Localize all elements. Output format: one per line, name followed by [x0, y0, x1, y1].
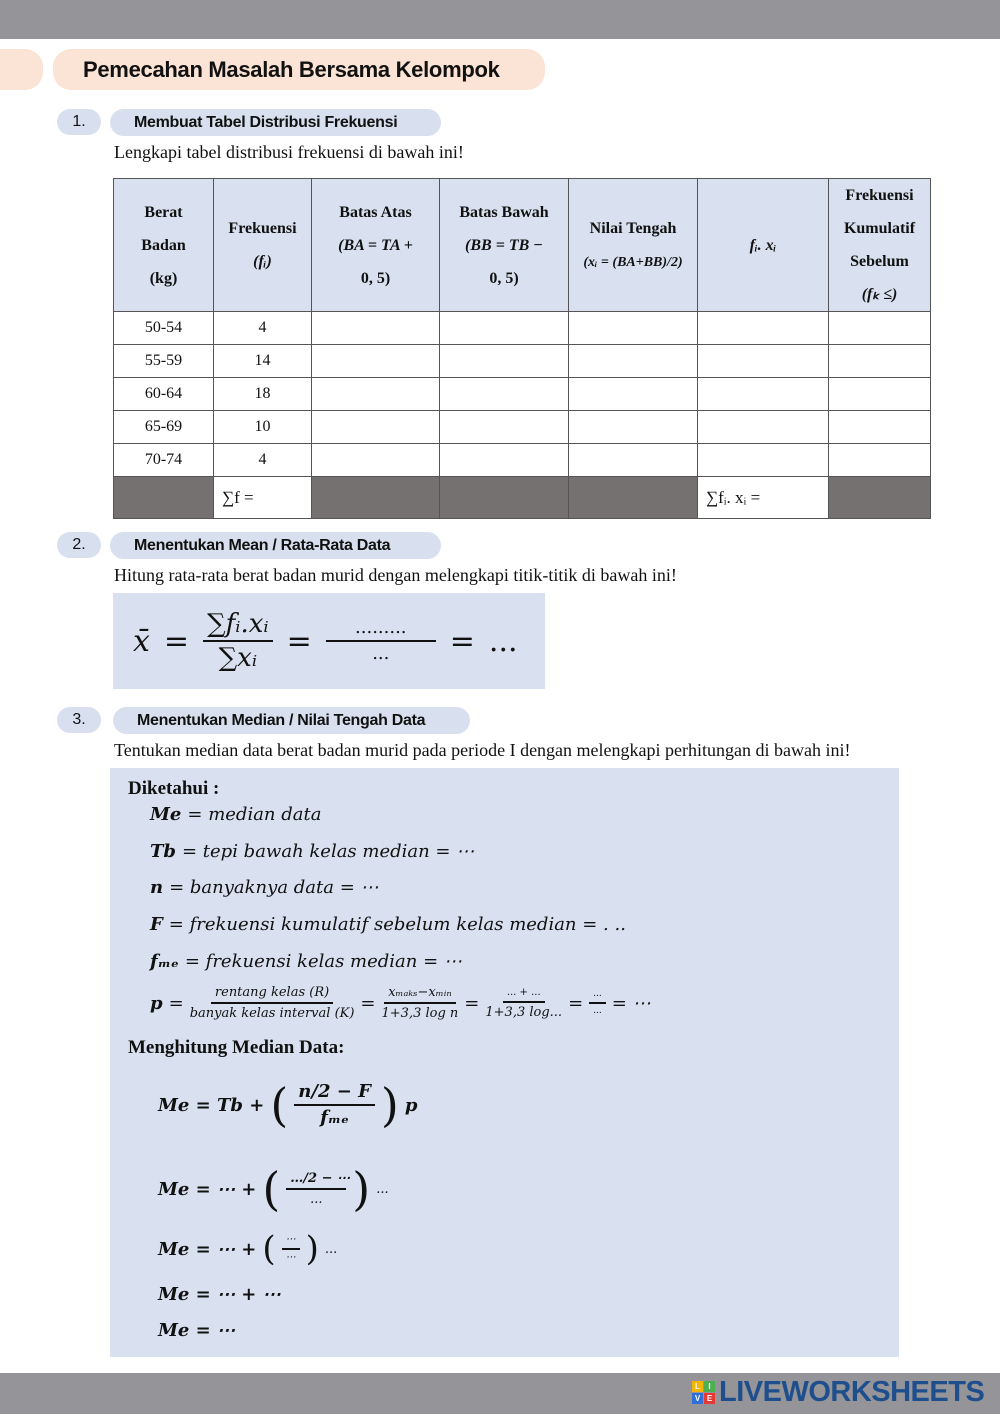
header-frekuensi-kumulatif: Frekuensi Kumulatif Sebelum (fₖ ≤) — [828, 178, 931, 312]
cell-interval: 70-74 — [113, 443, 214, 477]
cell-frequency: 10 — [213, 410, 312, 444]
sum-fx-cell[interactable]: ∑fᵢ. xᵢ = — [697, 476, 829, 519]
input-cell[interactable] — [697, 344, 829, 378]
input-cell[interactable] — [568, 410, 698, 444]
input-cell[interactable] — [828, 410, 931, 444]
title-tab-decoration — [0, 49, 43, 90]
sum-row: ∑f = ∑fᵢ. xᵢ = — [113, 476, 931, 519]
table-row: 55-59 14 — [113, 344, 931, 378]
input-cell[interactable] — [311, 443, 440, 477]
mean-fraction: ∑fᵢ.xᵢ ∑xᵢ — [203, 611, 273, 671]
section-3-instruction: Tentukan median data berat badan murid p… — [114, 740, 851, 760]
header-nilai-tengah: Nilai Tengah (xᵢ = (BA+BB)/2) — [568, 178, 698, 312]
shaded-cell — [113, 476, 214, 519]
known-n: n = banyaknya data = ⋯ — [150, 877, 379, 898]
input-cell[interactable] — [439, 344, 569, 378]
input-cell[interactable] — [828, 344, 931, 378]
median-step-2[interactable]: Me = ⋯ +(⋯ ⋯)... — [158, 1229, 338, 1269]
mean-blank-fraction[interactable]: ............ — [325, 619, 436, 663]
calc-label: Menghitung Median Data: — [128, 1037, 345, 1058]
shaded-cell — [311, 476, 440, 519]
section-1-number: 1. — [57, 109, 101, 135]
input-cell[interactable] — [697, 443, 829, 477]
table-row: 65-69 10 — [113, 410, 931, 444]
equals: = — [449, 623, 475, 659]
header-frekuensi: Frekuensi (fᵢ) — [213, 178, 312, 312]
input-cell[interactable] — [439, 443, 569, 477]
mean-symbol: x̄ — [133, 623, 150, 659]
input-cell[interactable] — [568, 443, 698, 477]
footer-bar — [0, 1373, 1000, 1414]
table-row: 50-54 4 — [113, 311, 931, 345]
shaded-cell — [439, 476, 569, 519]
input-cell[interactable] — [439, 377, 569, 411]
median-step-4[interactable]: Me = ⋯ — [158, 1320, 235, 1341]
input-cell[interactable] — [828, 443, 931, 477]
input-cell[interactable] — [568, 377, 698, 411]
sum-f-cell[interactable]: ∑f = — [213, 476, 312, 519]
mean-result[interactable]: ... — [488, 623, 518, 659]
section-1-instruction: Lengkapi tabel distribusi frekuensi di b… — [114, 142, 464, 162]
cell-frequency: 14 — [213, 344, 312, 378]
input-cell[interactable] — [568, 311, 698, 345]
mean-formula-box: x̄ = ∑fᵢ.xᵢ ∑xᵢ = ............ = ... — [113, 593, 545, 689]
shaded-cell — [828, 476, 931, 519]
header-fixi: fᵢ. xᵢ — [697, 178, 829, 312]
frequency-table: Berat Badan (kg) Frekuensi (fᵢ) Batas Atas(… — [113, 178, 931, 519]
cell-frequency: 18 — [213, 377, 312, 411]
input-cell[interactable] — [439, 410, 569, 444]
cell-interval: 65-69 — [113, 410, 214, 444]
input-cell[interactable] — [311, 377, 440, 411]
table-row: 60-64 18 — [113, 377, 931, 411]
table-header-row: Berat Badan (kg) Frekuensi (fᵢ) Batas Atas(… — [113, 178, 931, 312]
input-cell[interactable] — [697, 377, 829, 411]
median-step-1[interactable]: Me = ⋯ +(…/2 − ⋯...)... — [158, 1162, 389, 1216]
header-batas-bawah: Batas Bawah (BB = TB −0, 5) — [439, 178, 569, 312]
input-cell[interactable] — [568, 344, 698, 378]
equals: = — [286, 623, 312, 659]
input-cell[interactable] — [697, 410, 829, 444]
header-berat-badan: Berat Badan (kg) — [113, 178, 214, 312]
median-box — [110, 768, 899, 1357]
table-row: 70-74 4 — [113, 443, 931, 477]
input-cell[interactable] — [311, 311, 440, 345]
equals: = — [163, 623, 190, 659]
cell-interval: 60-64 — [113, 377, 214, 411]
known-fme: fₘₑ = frekuensi kelas median = ⋯ — [150, 951, 462, 972]
shaded-cell — [568, 476, 698, 519]
input-cell[interactable] — [439, 311, 569, 345]
section-1-heading: Membuat Tabel Distribusi Frekuensi — [110, 109, 441, 136]
cell-interval: 55-59 — [113, 344, 214, 378]
top-bar — [0, 0, 1000, 39]
section-2-heading: Menentukan Mean / Rata-Rata Data — [110, 532, 441, 559]
section-3-number: 3. — [57, 707, 101, 733]
known-label: Diketahui : — [128, 778, 220, 799]
known-me: Me = median data — [150, 804, 322, 825]
known-tb: Tb = tepi bawah kelas median = ⋯ — [150, 841, 475, 862]
input-cell[interactable] — [311, 410, 440, 444]
input-cell[interactable] — [828, 311, 931, 345]
known-p: p = rentang kelas (R) banyak kelas interva… — [150, 985, 651, 1021]
cell-interval: 50-54 — [113, 311, 214, 345]
page-title: Pemecahan Masalah Bersama Kelompok — [53, 49, 545, 90]
cell-frequency: 4 — [213, 311, 312, 345]
input-cell[interactable] — [697, 311, 829, 345]
header-batas-atas: Batas Atas (BA = TA +0, 5) — [311, 178, 440, 312]
section-2-number: 2. — [57, 532, 101, 558]
known-f: F = frekuensi kumulatif sebelum kelas med… — [150, 914, 626, 935]
cell-frequency: 4 — [213, 443, 312, 477]
section-3-heading: Menentukan Median / Nilai Tengah Data — [113, 707, 470, 734]
section-2-instruction: Hitung rata-rata berat badan murid denga… — [114, 565, 677, 585]
input-cell[interactable] — [828, 377, 931, 411]
median-step-3[interactable]: Me = ⋯ + ⋯ — [158, 1284, 281, 1305]
input-cell[interactable] — [311, 344, 440, 378]
